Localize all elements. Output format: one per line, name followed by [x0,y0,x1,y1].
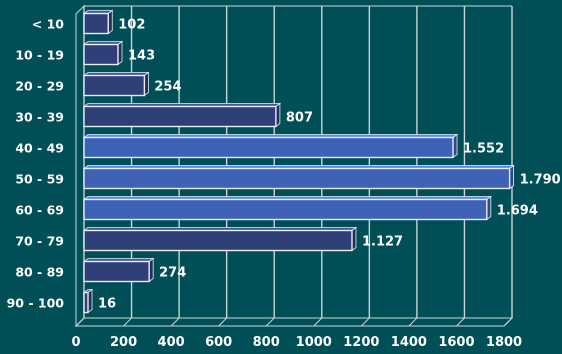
bar-front-face [83,105,277,128]
bar [82,40,124,66]
bar [82,71,150,97]
bar-front-face [83,291,89,314]
bar [82,195,492,221]
category-label: 30 - 39 [15,110,64,125]
bar [82,257,155,283]
category-label: 40 - 49 [15,141,64,156]
x-tick-label: 0 [71,335,80,350]
bar-front-face [83,74,146,97]
data-label: 1.552 [463,142,504,157]
category-label: 20 - 29 [15,79,64,94]
x-tick-label: 600 [205,335,232,350]
data-label: 1.790 [520,173,561,188]
x-tick-label: 800 [253,335,280,350]
x-tick-label: 200 [110,335,137,350]
x-tick-label: 1000 [296,335,332,350]
category-label: 90 - 100 [7,296,65,311]
chart-left-wall [75,4,85,328]
x-tick-label: 1800 [486,335,522,350]
category-label: 60 - 69 [15,203,64,218]
data-label: 143 [128,49,155,64]
data-label: 807 [286,111,313,126]
data-label: 102 [118,18,145,33]
bar-front-face [83,260,150,283]
bar [82,164,515,190]
bar [82,226,358,252]
category-label: 80 - 89 [15,265,64,280]
data-label: 16 [98,297,116,312]
floor-gridline [313,317,323,327]
floor-gridline [123,317,132,327]
bar-front-face [83,12,109,35]
floor-gridline [75,317,85,327]
x-tick-label: 1600 [438,335,474,350]
data-label: 1.694 [497,204,538,219]
bars [82,9,515,314]
x-tick-label: 1200 [343,335,379,350]
bar-front-face [83,43,119,66]
bar [82,102,282,128]
data-labels: 102 143 254 807 1.552 1.790 1.694 1.127 274 16 [98,18,561,312]
floor-gridline [265,317,275,327]
category-label: 70 - 79 [15,234,64,249]
chart-floor [74,317,514,327]
x-tick-label: 1400 [391,335,427,350]
bar [82,9,114,35]
y-axis-labels: < 10 10 - 19 20 - 29 30 - 39 40 - 49 50 - 59 6… [7,17,65,311]
floor-gridline [170,317,180,327]
category-label: < 10 [32,17,65,32]
bar-front-face [83,198,488,221]
bar [82,288,94,314]
data-label: 254 [154,80,181,95]
bar-front-face [83,167,511,190]
floor-gridline [218,317,228,327]
bar [82,133,459,159]
floor-gridline [360,317,370,327]
x-tick-label: 400 [158,335,185,350]
data-label: 1.127 [362,235,403,250]
category-label: 10 - 19 [15,48,64,63]
floor-gridline [503,317,513,327]
data-label: 274 [159,266,186,281]
bar-front-face [83,229,353,252]
floor-gridline [456,317,465,327]
x-axis-labels: 0 200 400 600 800 1000 1200 1400 1600 1800 [71,335,522,350]
floor-gridline [408,317,418,327]
category-label: 50 - 59 [15,172,64,187]
bar-front-face [83,136,454,159]
